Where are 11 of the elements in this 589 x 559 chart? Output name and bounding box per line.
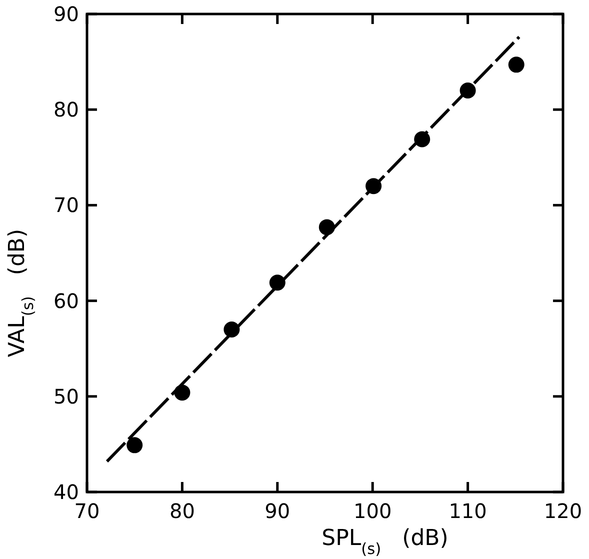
y-tick-label: 50 xyxy=(54,384,79,408)
x-tick-label: 90 xyxy=(264,499,290,523)
y-tick-label: 70 xyxy=(54,193,79,218)
x-tick-label: 110 xyxy=(448,499,487,523)
y-tick-label: 60 xyxy=(54,288,79,313)
y-tick-label: 90 xyxy=(54,2,79,26)
x-tick-label: 100 xyxy=(354,499,392,523)
text: SPL$_{(s)}$ (dB) xyxy=(322,526,448,558)
y-tick-label: 80 xyxy=(54,98,79,122)
x-tick-label: 120 xyxy=(544,499,582,523)
x-tick-label: 80 xyxy=(169,499,195,523)
